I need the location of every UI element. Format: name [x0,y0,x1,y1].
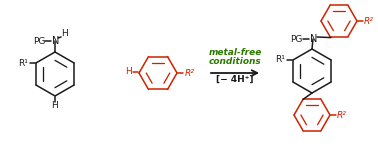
Text: H: H [60,30,67,38]
Text: N: N [52,36,60,46]
Text: R¹: R¹ [18,59,28,67]
Text: [− 4H⁺]: [− 4H⁺] [216,75,254,84]
Text: conditions: conditions [209,57,261,66]
Text: R²: R² [364,17,374,25]
Text: R²: R² [337,111,347,119]
Text: R¹: R¹ [275,55,285,65]
Text: metal-free: metal-free [208,48,262,57]
Text: H: H [125,66,132,76]
Text: PG: PG [290,35,302,44]
Text: H: H [52,100,58,110]
Text: PG: PG [33,37,45,45]
Text: N: N [310,34,318,44]
Text: R²: R² [185,69,195,77]
